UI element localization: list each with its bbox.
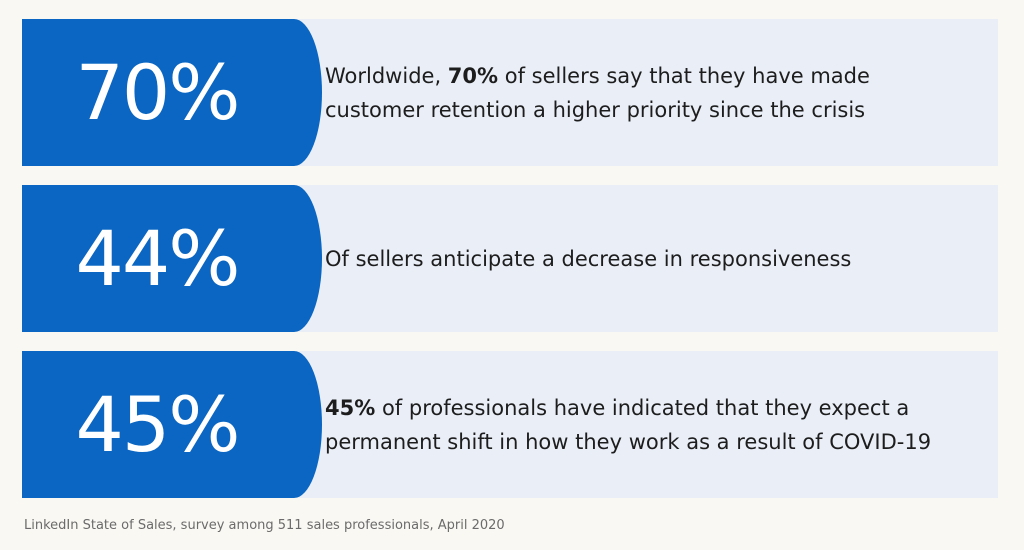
stat-card-retention: 70% Worldwide, 70% of sellers say that t… (22, 19, 998, 166)
stat-card-responsiveness: 44% Of sellers anticipate a decrease in … (22, 185, 998, 332)
stat-description: Of sellers anticipate a decrease in resp… (325, 185, 974, 332)
stat-card-permanent-shift: 45% 45% of professionals have indicated … (22, 351, 998, 498)
stat-description-pre: Worldwide, (325, 63, 448, 88)
stat-value: 70% (75, 48, 241, 137)
stat-description-highlight: 45% (325, 395, 376, 420)
stat-description: 45% of professionals have indicated that… (325, 351, 974, 498)
stat-description-post: of professionals have indicated that the… (325, 395, 932, 454)
stat-value: 44% (75, 214, 241, 303)
stat-description: Worldwide, 70% of sellers say that they … (325, 19, 974, 166)
stat-badge (22, 19, 322, 166)
stat-badge (22, 351, 322, 498)
stat-description-pre: Of sellers anticipate a decrease in resp… (325, 246, 852, 271)
stat-description-highlight: 70% (447, 63, 499, 88)
stat-description-post: of sellers say that they have made custo… (325, 63, 870, 122)
source-footnote: LinkedIn State of Sales, survey among 51… (24, 518, 505, 533)
stat-value: 45% (75, 380, 241, 469)
stat-badge (22, 185, 322, 332)
